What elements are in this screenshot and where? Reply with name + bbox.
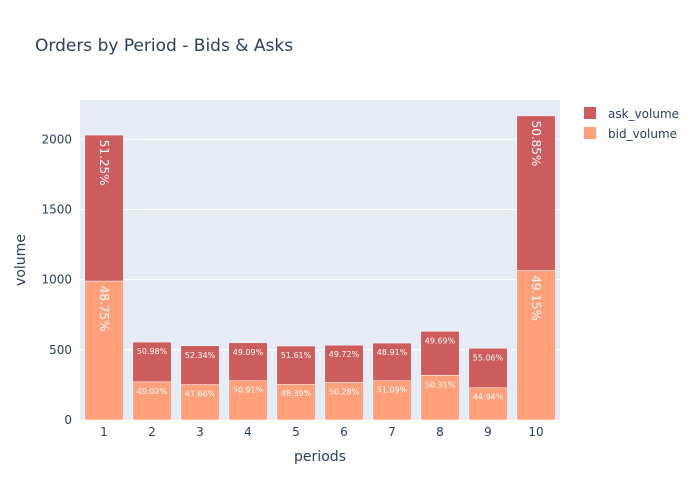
bar-value-label: 51.61% (281, 351, 312, 360)
x-tick-label: 7 (388, 425, 396, 439)
x-tick-label: 5 (292, 425, 300, 439)
y-tick-label: 1000 (41, 273, 72, 287)
bar-value-label: 47.66% (185, 390, 216, 399)
chart-title: Orders by Period - Bids & Asks (35, 36, 293, 56)
bar-value-label: 48.75% (97, 286, 111, 332)
bar-bid-volume[interactable] (372, 380, 412, 421)
bar-value-label: 50.31% (425, 380, 456, 389)
x-tick-label: 1 (100, 425, 108, 439)
bar-value-label: 49.72% (329, 350, 360, 359)
bar-value-label: 50.98% (137, 347, 168, 356)
legend-swatch-ask-volume[interactable] (584, 107, 596, 119)
bar-ask-volume[interactable] (228, 342, 268, 381)
y-tick-label: 0 (64, 413, 72, 427)
bar-bid-volume[interactable] (516, 270, 556, 421)
legend-label-bid-volume[interactable]: bid_volume (608, 127, 677, 141)
bar-ask-volume[interactable] (276, 345, 316, 385)
x-tick-label: 9 (484, 425, 492, 439)
bar-value-label: 49.15% (529, 275, 543, 321)
bar-bid-volume[interactable] (420, 375, 460, 421)
bar-value-label: 50.91% (233, 386, 264, 395)
x-tick-label: 8 (436, 425, 444, 439)
bar-value-label: 48.91% (377, 348, 408, 357)
y-tick-label: 2000 (41, 132, 72, 146)
bar-value-label: 49.69% (425, 336, 456, 345)
bar-bid-volume[interactable] (324, 382, 364, 421)
y-tick-label: 1500 (41, 202, 72, 216)
bar-value-label: 49.09% (233, 348, 264, 357)
bar-ask-volume[interactable] (468, 348, 508, 388)
bar-labels: 48.75% 51.25% 49.02% 50.98% 47.66% 52.34% 50.9… (97, 121, 543, 402)
bar-value-label: 44.94% (473, 393, 504, 402)
bar-bid-volume[interactable] (84, 280, 124, 421)
x-tick-label: 6 (340, 425, 348, 439)
bar-value-label: 49.02% (137, 387, 168, 396)
bar-ask-volume[interactable] (324, 344, 364, 383)
bar-value-label: 52.34% (185, 351, 216, 360)
y-tick-label: 500 (49, 343, 72, 357)
bar-value-label: 51.25% (97, 140, 111, 186)
bar-ask-volume[interactable] (516, 115, 556, 271)
x-tick-label: 2 (148, 425, 156, 439)
bar-bid-volume[interactable] (276, 383, 316, 421)
bar-value-label: 51.09% (377, 386, 408, 395)
bar-ask-volume[interactable] (84, 134, 124, 282)
bar-ask-volume[interactable] (372, 342, 412, 381)
x-tick-label: 10 (528, 425, 543, 439)
bar-ask-volume[interactable] (132, 341, 172, 383)
x-tick-label: 4 (244, 425, 252, 439)
y-axis-label: volume (13, 234, 29, 286)
bar-bid-volume[interactable] (132, 381, 172, 421)
legend-label-ask-volume[interactable]: ask_volume (608, 107, 679, 121)
bar-value-label: 55.06% (473, 353, 504, 362)
bar-value-label: 50.85% (529, 121, 543, 167)
bar-bid-volume[interactable] (228, 380, 268, 421)
bar-bid-volume[interactable] (180, 384, 220, 421)
bar-ask-volume[interactable] (180, 345, 220, 385)
bar-bid-volume[interactable] (468, 387, 508, 421)
bars (84, 115, 556, 421)
bar-value-label: 50.28% (329, 387, 360, 396)
x-tick-label: 3 (196, 425, 204, 439)
bar-ask-volume[interactable] (420, 331, 460, 376)
x-axis-ticks: 1 2 3 4 5 6 7 8 9 10 (100, 425, 543, 439)
legend[interactable]: ask_volume bid_volume (584, 107, 679, 141)
y-axis-ticks: 0 500 1000 1500 2000 (41, 132, 72, 427)
x-axis-label: periods (294, 449, 346, 465)
legend-swatch-bid-volume[interactable] (584, 127, 596, 139)
bar-value-label: 48.39% (281, 389, 312, 398)
